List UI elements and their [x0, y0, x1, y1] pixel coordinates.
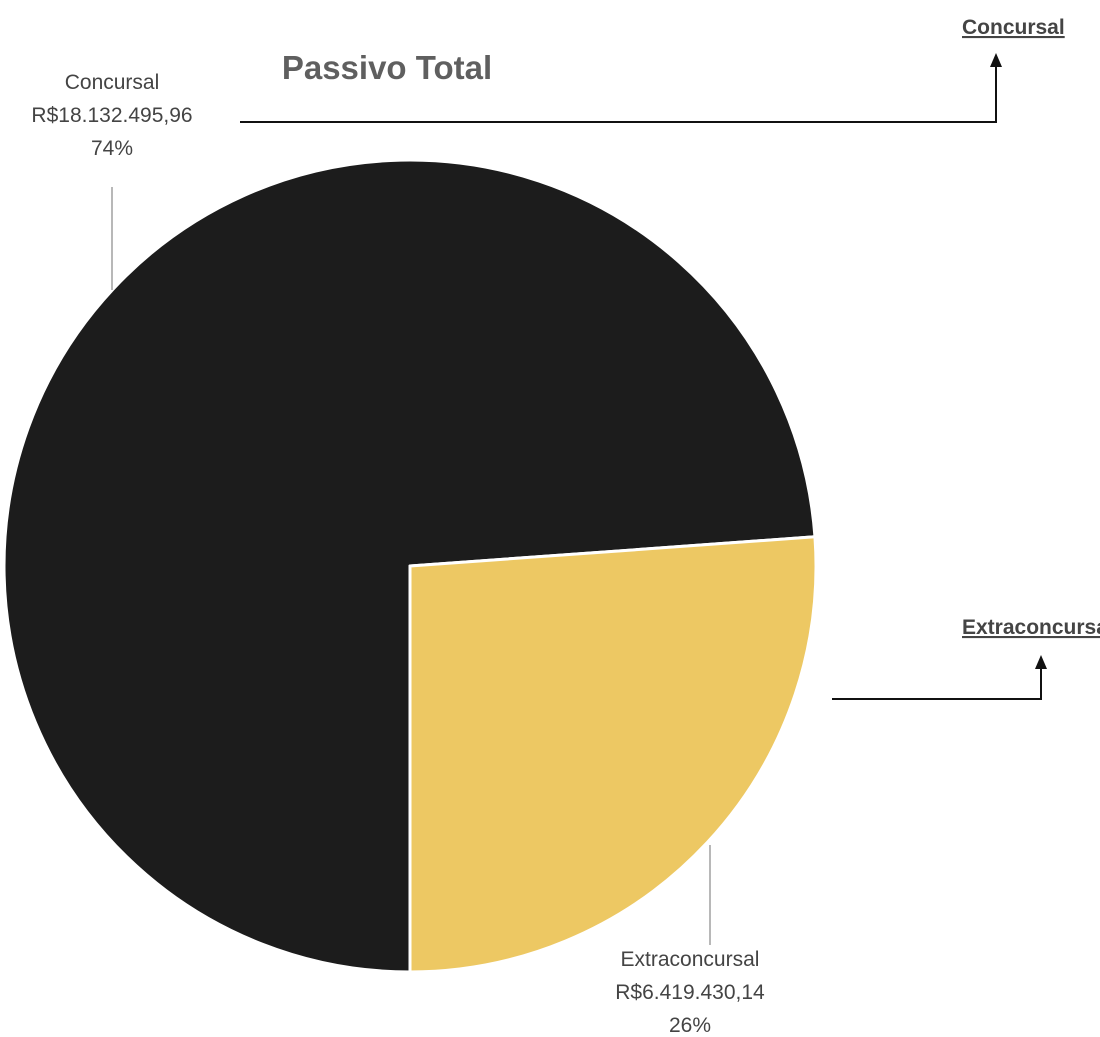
- legend-connector-extraconcursal: [832, 666, 1042, 700]
- slice-label-concursal-name: Concursal: [65, 71, 160, 94]
- pie-slice-extraconcursal: [408, 535, 818, 974]
- slice-label-extraconcursal-percent: 26%: [669, 1014, 711, 1037]
- legend-arrow-extraconcursal-icon: [1035, 655, 1047, 669]
- legend-arrow-concursal-icon: [990, 53, 1002, 67]
- legend-item-concursal: Concursal: [962, 16, 1065, 39]
- slice-label-concursal-amount: R$18.132.495,96: [31, 104, 192, 127]
- slice-label-concursal: Concursal R$18.132.495,96 74%: [31, 71, 192, 160]
- slice-label-concursal-percent: 74%: [91, 137, 133, 160]
- legend-connector-concursal: [240, 64, 997, 123]
- slice-label-extraconcursal-name: Extraconcursal: [621, 948, 760, 971]
- pie-slices: [2, 158, 818, 974]
- slice-label-extraconcursal-amount: R$6.419.430,14: [615, 981, 765, 1004]
- chart-title: Passivo Total: [282, 49, 492, 86]
- legend-item-extraconcursal: Extraconcursal: [962, 616, 1100, 639]
- slice-label-extraconcursal: Extraconcursal R$6.419.430,14 26%: [615, 948, 765, 1037]
